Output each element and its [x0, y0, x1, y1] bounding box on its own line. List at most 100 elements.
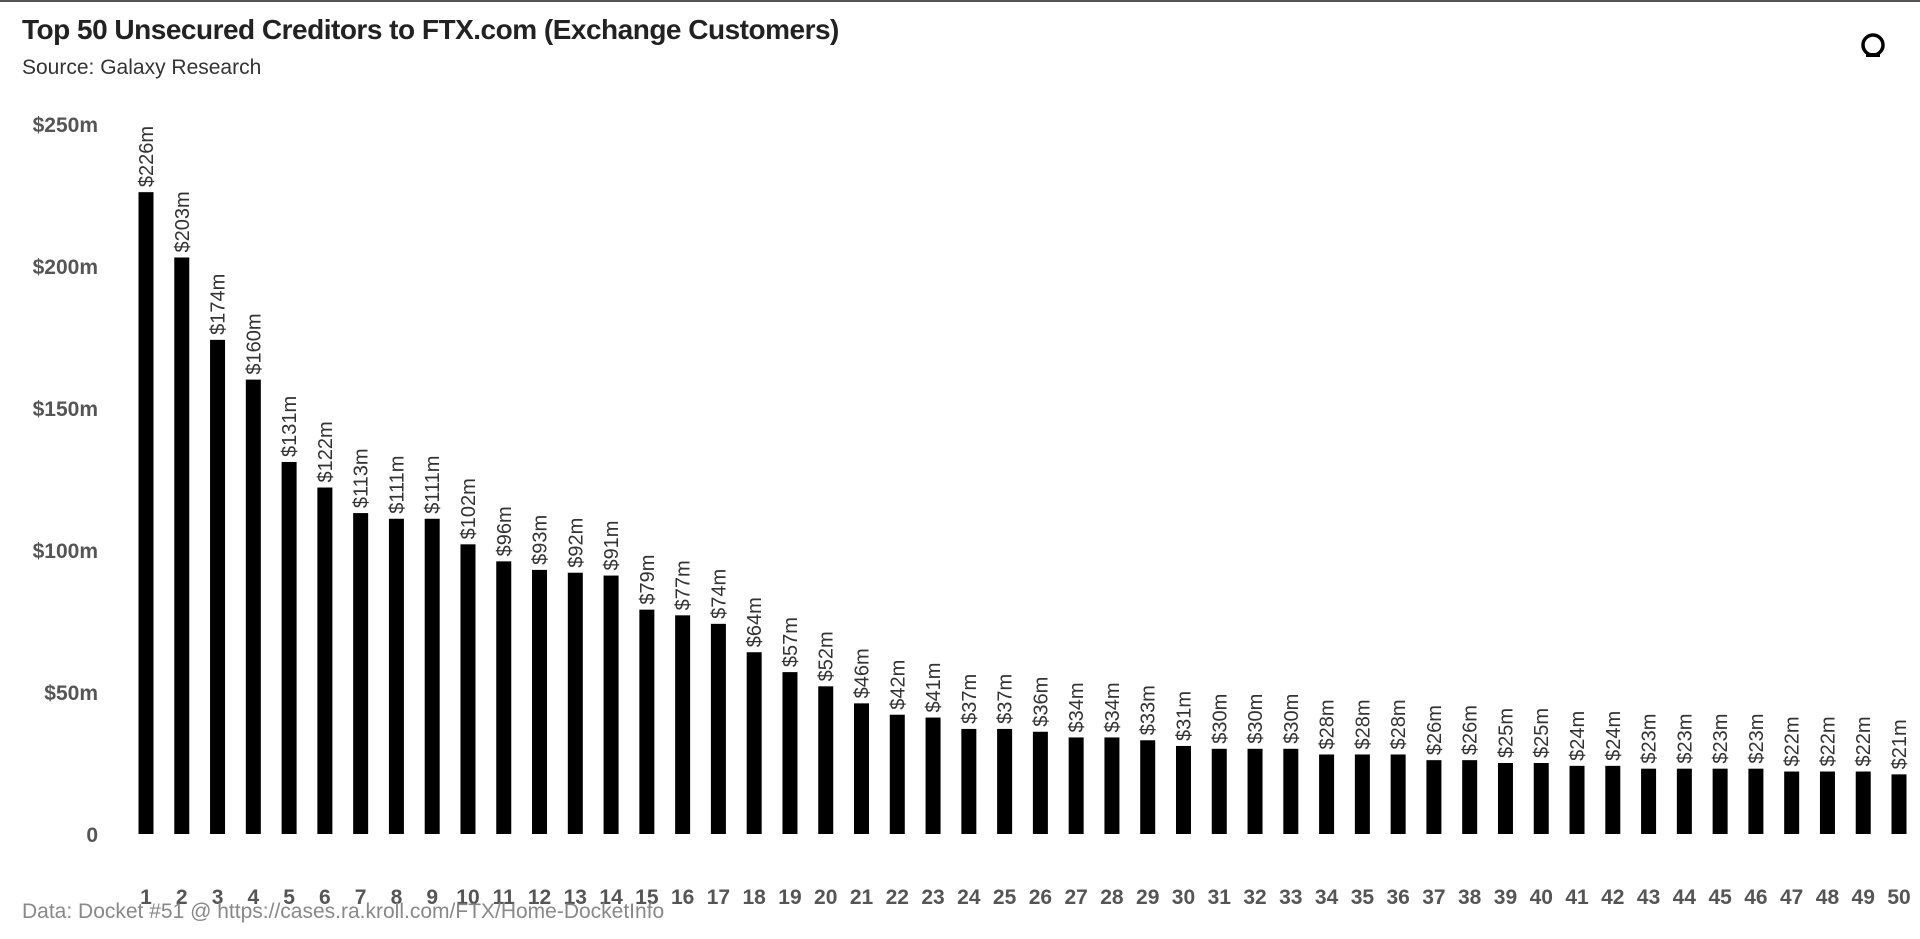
bar-value-label: $42m [887, 660, 909, 710]
bar-value-label: $46m [852, 648, 874, 698]
bar-value-label: $52m [816, 631, 838, 681]
bar [603, 575, 619, 834]
bar-value-label: $23m [1746, 714, 1768, 764]
x-tick-label: 44 [1673, 886, 1697, 909]
bar-value-label: $30m [1245, 694, 1267, 744]
x-tick-label: 5 [283, 886, 295, 909]
bar [1283, 748, 1299, 834]
bar-value-label: $22m [1853, 716, 1875, 766]
x-tick-label: 1 [140, 886, 152, 909]
bar-value-label: $93m [530, 515, 552, 565]
bar-value-label: $30m [1209, 694, 1231, 744]
x-tick-label: 28 [1100, 886, 1124, 909]
bar [997, 728, 1013, 834]
x-tick-label: 14 [599, 886, 623, 909]
bar [1068, 737, 1084, 834]
bar [460, 544, 476, 834]
bar-value-label: $28m [1317, 699, 1339, 749]
top-border [0, 0, 1920, 2]
x-tick-label: 21 [850, 886, 874, 909]
bar-value-label: $26m [1424, 705, 1446, 755]
bar-value-label: $34m [1066, 682, 1088, 732]
bar-value-label: $111m [422, 456, 444, 514]
x-tick-label: 39 [1494, 886, 1517, 909]
x-tick-label: 4 [247, 886, 259, 909]
x-tick-label: 2 [176, 886, 188, 909]
bar [1354, 754, 1370, 834]
x-tick-label: 9 [426, 886, 438, 909]
bar [854, 703, 870, 834]
x-tick-label: 32 [1243, 886, 1266, 909]
bar [710, 623, 726, 834]
x-tick-label: 12 [528, 886, 551, 909]
bar-value-label: $113m [351, 448, 373, 508]
bar-value-label: $22m [1817, 716, 1839, 766]
bar [1641, 768, 1657, 834]
chart-title: Top 50 Unsecured Creditors to FTX.com (E… [22, 14, 839, 45]
x-tick-label: 23 [921, 886, 944, 909]
chart-subtitle: Source: Galaxy Research [22, 56, 262, 79]
x-tick-label: 13 [564, 886, 587, 909]
bar [1533, 763, 1549, 834]
x-tick-label: 30 [1172, 886, 1195, 909]
x-tick-label: 25 [993, 886, 1017, 909]
bar [961, 728, 977, 834]
x-tick-label: 41 [1565, 886, 1589, 909]
bar [1784, 771, 1800, 834]
x-tick-label: 20 [814, 886, 837, 909]
bar [1855, 771, 1871, 834]
bar [388, 518, 404, 834]
bar [1247, 748, 1263, 834]
x-tick-label: 18 [743, 886, 767, 909]
bar [782, 672, 798, 834]
y-tick-label: $100m [33, 540, 98, 563]
x-tick-label: 37 [1422, 886, 1445, 909]
bar [1569, 765, 1585, 834]
x-tick-label: 15 [635, 886, 659, 909]
x-tick-label: 29 [1136, 886, 1159, 909]
bar-value-label: $57m [780, 617, 802, 667]
chart-footer-source: Data: Docket #51 @ https://cases.ra.krol… [22, 900, 665, 923]
x-tick-label: 19 [778, 886, 801, 909]
x-tick-label: 31 [1208, 886, 1232, 909]
x-tick-label: 43 [1637, 886, 1660, 909]
bar [925, 717, 941, 834]
bar-value-label: $96m [494, 506, 516, 556]
bar [1032, 731, 1048, 834]
bar-value-label: $23m [1639, 714, 1661, 764]
bar [210, 339, 226, 834]
bar-value-label: $21m [1889, 719, 1911, 769]
bar-value-label: $34m [1102, 682, 1124, 732]
x-tick-label: 11 [493, 886, 516, 909]
bar-value-label: $131m [279, 396, 301, 457]
y-tick-label: $200m [33, 256, 98, 279]
x-tick-label: 26 [1029, 886, 1052, 909]
bar-value-label: $24m [1567, 711, 1589, 761]
bar [281, 461, 297, 834]
x-tick-label: 45 [1708, 886, 1732, 909]
bar-value-label: $122m [315, 421, 337, 482]
bar [567, 572, 583, 834]
bar [174, 257, 190, 835]
x-tick-label: 36 [1386, 886, 1409, 909]
x-tick-label: 16 [671, 886, 694, 909]
bar [245, 379, 261, 834]
x-tick-label: 27 [1064, 886, 1087, 909]
bar-value-label: $203m [172, 191, 194, 252]
bar-value-label: $36m [1030, 677, 1052, 727]
bar [1104, 737, 1120, 834]
bar [1605, 765, 1621, 834]
x-tick-label: 33 [1279, 886, 1302, 909]
x-tick-label: 17 [707, 886, 730, 909]
bar-value-label: $74m [708, 569, 730, 619]
x-tick-label: 46 [1744, 886, 1767, 909]
bar-value-label: $28m [1388, 699, 1410, 749]
bar-value-label: $174m [208, 274, 230, 335]
bar-value-label: $226m [136, 126, 158, 187]
bar-value-label: $102m [458, 478, 480, 539]
bar-value-label: $79m [637, 555, 659, 605]
x-tick-label: 22 [886, 886, 909, 909]
bar [317, 487, 333, 834]
bar-value-label: $91m [601, 521, 623, 571]
